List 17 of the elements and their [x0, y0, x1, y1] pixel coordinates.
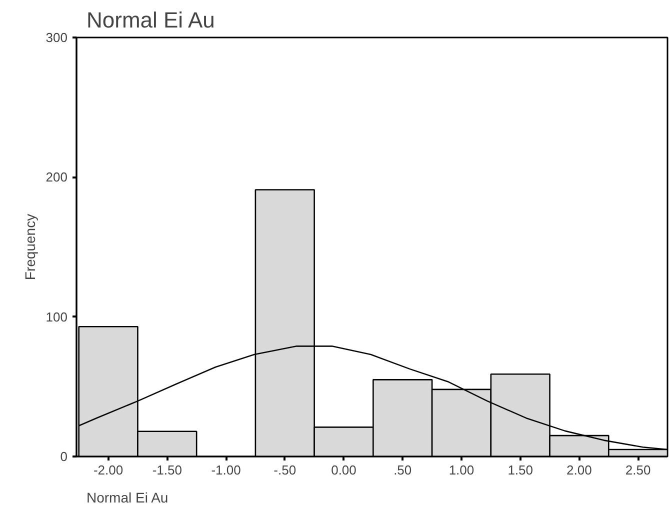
x-tick-label: 0.00	[331, 462, 356, 478]
y-tick-label: 100	[46, 309, 68, 324]
x-tick-label: 2.00	[566, 462, 592, 478]
y-axis-title: Frequency	[22, 214, 38, 280]
x-tick-label: 2.50	[625, 462, 651, 478]
chart-title: Normal Ei Au	[86, 8, 215, 32]
y-tick-label: 300	[46, 30, 68, 45]
y-tick-label: 0	[60, 449, 68, 464]
x-tick-label: -1.50	[152, 462, 182, 478]
y-tick-label: 200	[46, 170, 68, 185]
x-tick-label: -2.00	[93, 462, 124, 478]
x-tick-label: .50	[394, 462, 412, 478]
x-tick-label: 1.00	[448, 462, 474, 478]
x-tick-label: -.50	[274, 462, 296, 478]
x-tick-label: -1.00	[211, 462, 241, 478]
x-tick-label: 1.50	[508, 462, 533, 478]
x-axis-title: Normal Ei Au	[86, 490, 168, 506]
